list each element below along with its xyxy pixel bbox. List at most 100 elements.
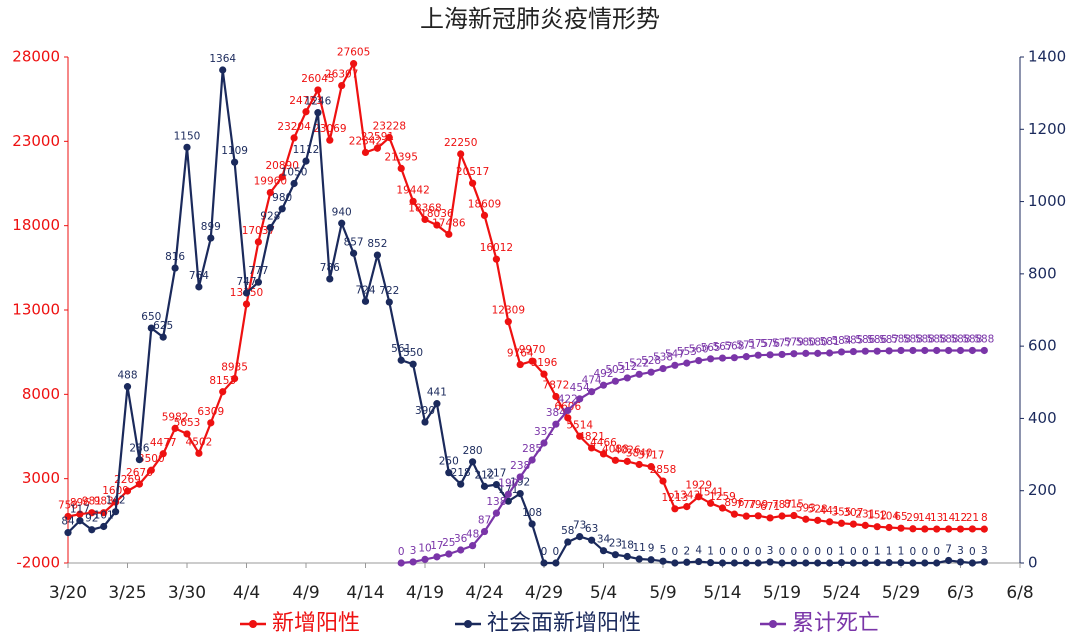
value-label: 488: [117, 370, 137, 382]
value-label: 441: [820, 505, 840, 517]
point: [445, 550, 453, 558]
value-label: 980: [272, 192, 292, 204]
point: [290, 134, 298, 142]
value-label: 23: [609, 538, 622, 550]
value-label: 19442: [396, 184, 429, 196]
point: [885, 347, 893, 355]
point: [171, 264, 179, 272]
point: [778, 512, 786, 520]
value-label: 722: [379, 285, 399, 297]
value-label: 474: [582, 375, 602, 387]
value-label: 217: [486, 468, 506, 480]
value-label: 528: [808, 503, 828, 515]
value-label: 58: [561, 525, 574, 537]
point: [147, 466, 155, 474]
point: [599, 547, 608, 555]
point: [754, 512, 762, 520]
point: [933, 559, 941, 567]
point: [790, 559, 798, 567]
point: [112, 508, 120, 516]
point: [695, 493, 703, 501]
point: [849, 520, 858, 528]
value-label: 538: [653, 352, 673, 364]
value-label: 454: [570, 382, 590, 394]
point: [457, 150, 465, 158]
point: [814, 559, 822, 567]
point: [849, 347, 858, 356]
y2-tick-label: 1000: [1028, 192, 1066, 210]
point: [480, 211, 489, 219]
x-tick-label: 6/8: [1006, 583, 1033, 603]
point: [956, 346, 965, 355]
value-label: 117: [70, 504, 90, 516]
point: [183, 430, 191, 438]
point: [730, 559, 739, 567]
point: [302, 108, 310, 116]
value-label: 799: [748, 499, 768, 511]
point: [421, 215, 429, 224]
point: [826, 518, 834, 526]
value-label: 84: [61, 516, 75, 528]
value-label: 441: [427, 387, 447, 399]
value-label: 22591: [361, 131, 394, 143]
value-label: 625: [153, 320, 173, 332]
x-tick-label: 5/19: [763, 583, 801, 603]
legend-marker: [769, 620, 777, 628]
point: [457, 480, 465, 488]
series: 7588969819831609226926763500447759825653…: [58, 47, 988, 533]
point: [64, 529, 72, 537]
value-label: 522: [629, 357, 649, 369]
point: [397, 559, 405, 567]
point: [730, 510, 739, 518]
value-label: 104: [879, 511, 899, 523]
value-label: 26045: [301, 73, 334, 85]
value-label: 928: [260, 211, 280, 223]
value-label: 13: [930, 512, 943, 524]
value-label: 92: [85, 513, 98, 525]
point: [100, 509, 108, 517]
value-label: 786: [320, 262, 340, 274]
point: [278, 205, 286, 213]
value-label: 190: [498, 477, 518, 489]
value-label: 231: [855, 508, 875, 520]
value-label: 0: [814, 546, 821, 558]
point: [742, 559, 750, 567]
point: [683, 359, 691, 367]
value-label: 0: [862, 546, 869, 558]
point: [671, 505, 679, 513]
value-label: 565: [701, 342, 721, 354]
value-label: 857: [344, 236, 364, 248]
value-label: 5982: [162, 411, 189, 423]
point: [480, 482, 489, 490]
point: [921, 346, 929, 355]
value-label: 20517: [456, 166, 489, 178]
point: [469, 458, 477, 466]
value-label: 22342: [349, 135, 382, 147]
value-label: 14: [918, 512, 932, 524]
point: [635, 460, 643, 469]
value-label: 0: [921, 546, 928, 558]
point: [326, 275, 334, 283]
point: [909, 525, 917, 533]
point: [683, 558, 691, 566]
point: [516, 473, 524, 481]
point: [433, 221, 441, 229]
value-label: 0: [743, 546, 750, 558]
value-label: 503: [605, 364, 625, 376]
x-tick-label: 5/4: [590, 583, 617, 603]
point: [564, 538, 572, 546]
point: [361, 148, 370, 157]
series: 0 3 10172536488713819023828533238442245447…: [397, 333, 994, 567]
point: [837, 559, 846, 567]
value-label: 593: [796, 502, 816, 514]
x-tick-label: 4/24: [465, 583, 503, 603]
value-label: 1929: [685, 480, 712, 492]
value-label: 10: [418, 542, 431, 554]
value-label: 9970: [519, 344, 546, 356]
value-label: 587: [879, 334, 899, 346]
point: [76, 510, 84, 518]
value-label: 0: [719, 546, 726, 558]
value-label: 0: [541, 546, 548, 558]
point: [385, 133, 393, 142]
value-label: 1541: [697, 486, 724, 498]
